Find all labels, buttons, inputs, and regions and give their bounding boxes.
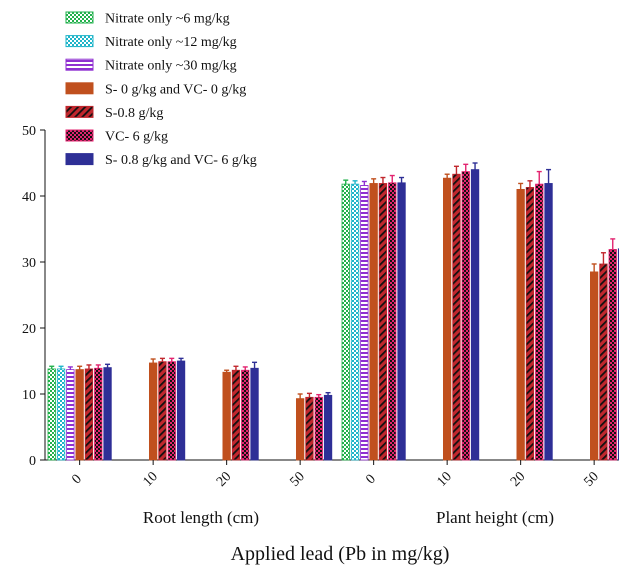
bar (350, 183, 360, 461)
legend-label: S- 0.8 g/kg and VC- 6 g/kg (105, 153, 257, 168)
legend-label: Nitrate only ~12 mg/kg (105, 35, 237, 50)
y-tick-label: 0 (29, 454, 36, 469)
bar (295, 398, 305, 461)
bar (442, 177, 452, 461)
bar (47, 368, 56, 461)
legend-label: S- 0 g/kg and VC- 0 g/kg (105, 82, 246, 97)
y-ticks: 0 10 20 30 40 50 (22, 124, 45, 469)
y-tick-label: 10 (22, 388, 36, 403)
legend-swatch (65, 105, 94, 118)
bar (158, 361, 167, 461)
y-tick-label: 20 (22, 322, 36, 337)
bar (599, 263, 608, 461)
legend-swatch (65, 35, 94, 48)
legend-label: Nitrate only ~6 mg/kg (105, 12, 230, 27)
bar (516, 188, 525, 461)
bar (305, 396, 314, 461)
bar (323, 394, 333, 461)
legend-swatch (65, 129, 94, 142)
bar (56, 368, 66, 461)
bar (314, 396, 323, 461)
group-label: Plant height (cm) (436, 508, 554, 527)
bar (360, 185, 369, 461)
bar (231, 369, 241, 461)
bar (167, 361, 176, 461)
bar (369, 183, 378, 461)
x-tick-label: 10 (434, 469, 455, 490)
x-tick-label: 50 (287, 469, 308, 490)
bar (590, 271, 599, 461)
bar (388, 182, 397, 461)
bar (94, 367, 103, 461)
legend: Nitrate only ~6 mg/kg Nitrate only ~12 mg… (65, 11, 257, 168)
bar (452, 173, 461, 461)
bar (250, 367, 259, 461)
bar (535, 183, 544, 461)
bar (397, 182, 406, 461)
x-tick-label: 20 (214, 469, 235, 490)
legend-swatch (65, 82, 94, 95)
bars (47, 162, 619, 461)
y-tick-label: 40 (22, 190, 36, 205)
x-tick-label: 10 (140, 469, 161, 490)
bar (148, 362, 158, 461)
group-labels: Root length (cm) Plant height (cm) (143, 508, 554, 527)
bar (84, 368, 94, 461)
legend-label: Nitrate only ~30 mg/kg (105, 59, 237, 74)
bar (544, 183, 553, 461)
bar (470, 169, 480, 461)
bar (75, 369, 84, 461)
x-axis-title: Applied lead (Pb in mg/kg) (231, 543, 450, 565)
bar (176, 360, 186, 461)
x-ticks: 0 10 20 50 0 10 20 50 (69, 460, 602, 490)
x-tick-label: 0 (69, 472, 85, 488)
bar (222, 371, 231, 461)
legend-label: S-0.8 g/kg (105, 106, 163, 121)
legend-swatch (65, 153, 94, 166)
legend-swatch (65, 58, 94, 71)
x-tick-label: 20 (508, 469, 529, 490)
legend-swatch (65, 11, 94, 24)
y-tick-label: 50 (22, 124, 36, 139)
bar (341, 183, 350, 461)
legend-label: VC- 6 g/kg (105, 130, 168, 145)
x-tick-label: 0 (363, 472, 379, 488)
bar (241, 369, 250, 461)
bar (378, 183, 388, 461)
bar (461, 171, 470, 461)
bar (608, 249, 617, 461)
y-tick-label: 30 (22, 256, 36, 271)
bar (525, 187, 535, 461)
bar (103, 367, 112, 461)
bar (66, 369, 75, 461)
x-tick-label: 50 (581, 469, 602, 490)
group-label: Root length (cm) (143, 508, 259, 527)
